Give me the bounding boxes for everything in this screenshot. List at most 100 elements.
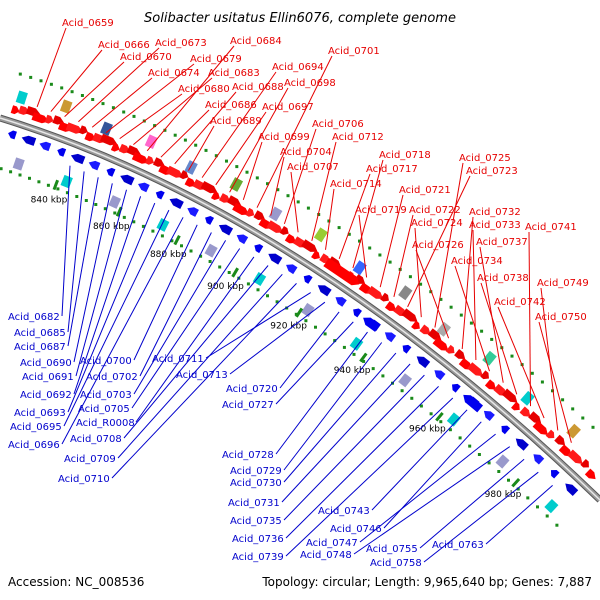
forward-gene-glyph <box>131 151 149 164</box>
scale-dash <box>304 319 308 323</box>
scale-dash <box>477 453 481 456</box>
forward-label-leader <box>290 171 299 233</box>
forward-label-leader <box>472 229 477 361</box>
reverse-gene-glyph <box>402 344 412 354</box>
forward-gene-label: Acid_0704 <box>280 147 332 158</box>
scale-dash <box>75 195 79 198</box>
forward-gene-label: Acid_0686 <box>205 100 257 111</box>
scale-dash <box>91 98 95 101</box>
forward-gene-glyph <box>284 233 297 244</box>
forward-gene-label: Acid_0723 <box>466 166 518 177</box>
scale-dash <box>296 200 300 204</box>
forward-label-leader <box>91 77 153 128</box>
reverse-label-leader <box>73 196 142 395</box>
forward-gene-glyph <box>266 220 284 233</box>
scale-tick-mark <box>52 179 60 191</box>
forward-gene-label: Acid_0684 <box>230 36 282 47</box>
scale-dash <box>410 396 414 400</box>
feature-box <box>268 206 283 222</box>
scale-dash <box>60 86 64 90</box>
forward-gene-label: Acid_0724 <box>411 218 463 229</box>
reverse-label-leader <box>75 189 127 377</box>
scale-dash <box>9 170 13 174</box>
forward-label-leader <box>414 227 422 318</box>
scale-dash <box>235 165 239 169</box>
forward-gene-glyph <box>519 406 531 417</box>
forward-gene-glyph <box>279 226 289 235</box>
forward-gene-glyph <box>65 122 83 134</box>
forward-label-leader <box>528 231 531 407</box>
scale-dash <box>555 523 559 527</box>
forward-gene-glyph <box>232 202 249 216</box>
forward-gene-glyph <box>179 170 189 180</box>
reverse-gene-glyph <box>268 253 283 265</box>
forward-gene-label: Acid_0738 <box>477 273 529 284</box>
forward-gene-label: Acid_0680 <box>178 84 230 95</box>
scale-dash <box>400 389 404 393</box>
scale-dash <box>65 191 69 195</box>
forward-label-leader <box>358 214 368 278</box>
feature-box <box>520 390 535 406</box>
forward-gene-label: Acid_0712 <box>332 132 384 143</box>
feature-box <box>566 423 581 439</box>
reverse-gene-glyph <box>452 383 461 393</box>
gene-tracks <box>0 72 596 527</box>
reverse-gene-glyph <box>286 264 298 275</box>
reverse-gene-label: Acid_0703 <box>80 390 132 401</box>
reverse-gene-glyph <box>533 454 545 465</box>
reverse-gene-label: Acid_0710 <box>58 474 110 485</box>
scale-dash <box>507 478 510 482</box>
reverse-gene-label: Acid_0687 <box>14 342 66 353</box>
forward-gene-label: Acid_0749 <box>537 278 589 289</box>
reverse-gene-glyph <box>57 147 67 157</box>
reverse-label-leader <box>205 292 311 359</box>
scale-dash <box>314 325 317 329</box>
scale-ticks: 840 kbp 860 kbp 880 kbp 900 kbp 920 kbp 940 k… <box>31 179 522 500</box>
forward-label-leader <box>461 216 474 350</box>
scale-dash <box>173 133 177 137</box>
reverse-label-leader <box>281 363 411 503</box>
forward-gene-glyph <box>44 114 54 124</box>
scale-dash <box>245 170 249 174</box>
scale-dash <box>581 416 585 420</box>
feature-box <box>352 260 367 276</box>
reverse-gene-glyph <box>335 297 347 307</box>
scale-dash <box>49 82 53 86</box>
scale-dash <box>151 229 155 233</box>
genome-backbone <box>0 114 600 503</box>
forward-gene-label: Acid_0697 <box>262 102 314 113</box>
scale-dash <box>480 329 484 333</box>
reverse-gene-glyph <box>353 308 362 318</box>
feature-box <box>144 134 158 150</box>
reverse-gene-label: Acid_0746 <box>330 524 382 535</box>
scale-tick-label: 860 kbp <box>93 222 130 232</box>
forward-gene-glyph <box>511 401 520 411</box>
forward-gene-glyph <box>184 177 197 187</box>
forward-gene-glyph <box>311 250 320 260</box>
forward-label-leader <box>379 194 404 288</box>
scale-dash <box>256 288 260 292</box>
forward-gene-glyph <box>301 239 318 252</box>
reverse-label-leader <box>283 352 397 483</box>
forward-label-leader <box>497 306 545 419</box>
scale-dash <box>160 234 164 238</box>
scale-tick-label: 940 kbp <box>334 366 371 376</box>
scale-dash <box>449 305 453 309</box>
forward-gene-label: Acid_0718 <box>379 150 431 161</box>
scale-dash <box>0 167 3 171</box>
reverse-gene-label: Acid_0758 <box>370 558 422 569</box>
forward-label-leader <box>311 141 337 242</box>
scale-dash <box>80 94 84 97</box>
forward-label-leader <box>454 265 490 372</box>
reverse-label-leader <box>133 224 198 361</box>
feature-box <box>12 157 25 171</box>
scale-dash <box>18 173 22 177</box>
reverse-gene-label: Acid_0736 <box>232 534 284 545</box>
scale-dash <box>56 187 60 191</box>
scale-dash <box>180 244 183 248</box>
forward-gene-label: Acid_0679 <box>190 54 242 65</box>
forward-label-leader <box>215 111 267 186</box>
feature-box <box>482 350 497 366</box>
reverse-gene-glyph <box>416 356 431 369</box>
scale-dash <box>276 188 280 192</box>
